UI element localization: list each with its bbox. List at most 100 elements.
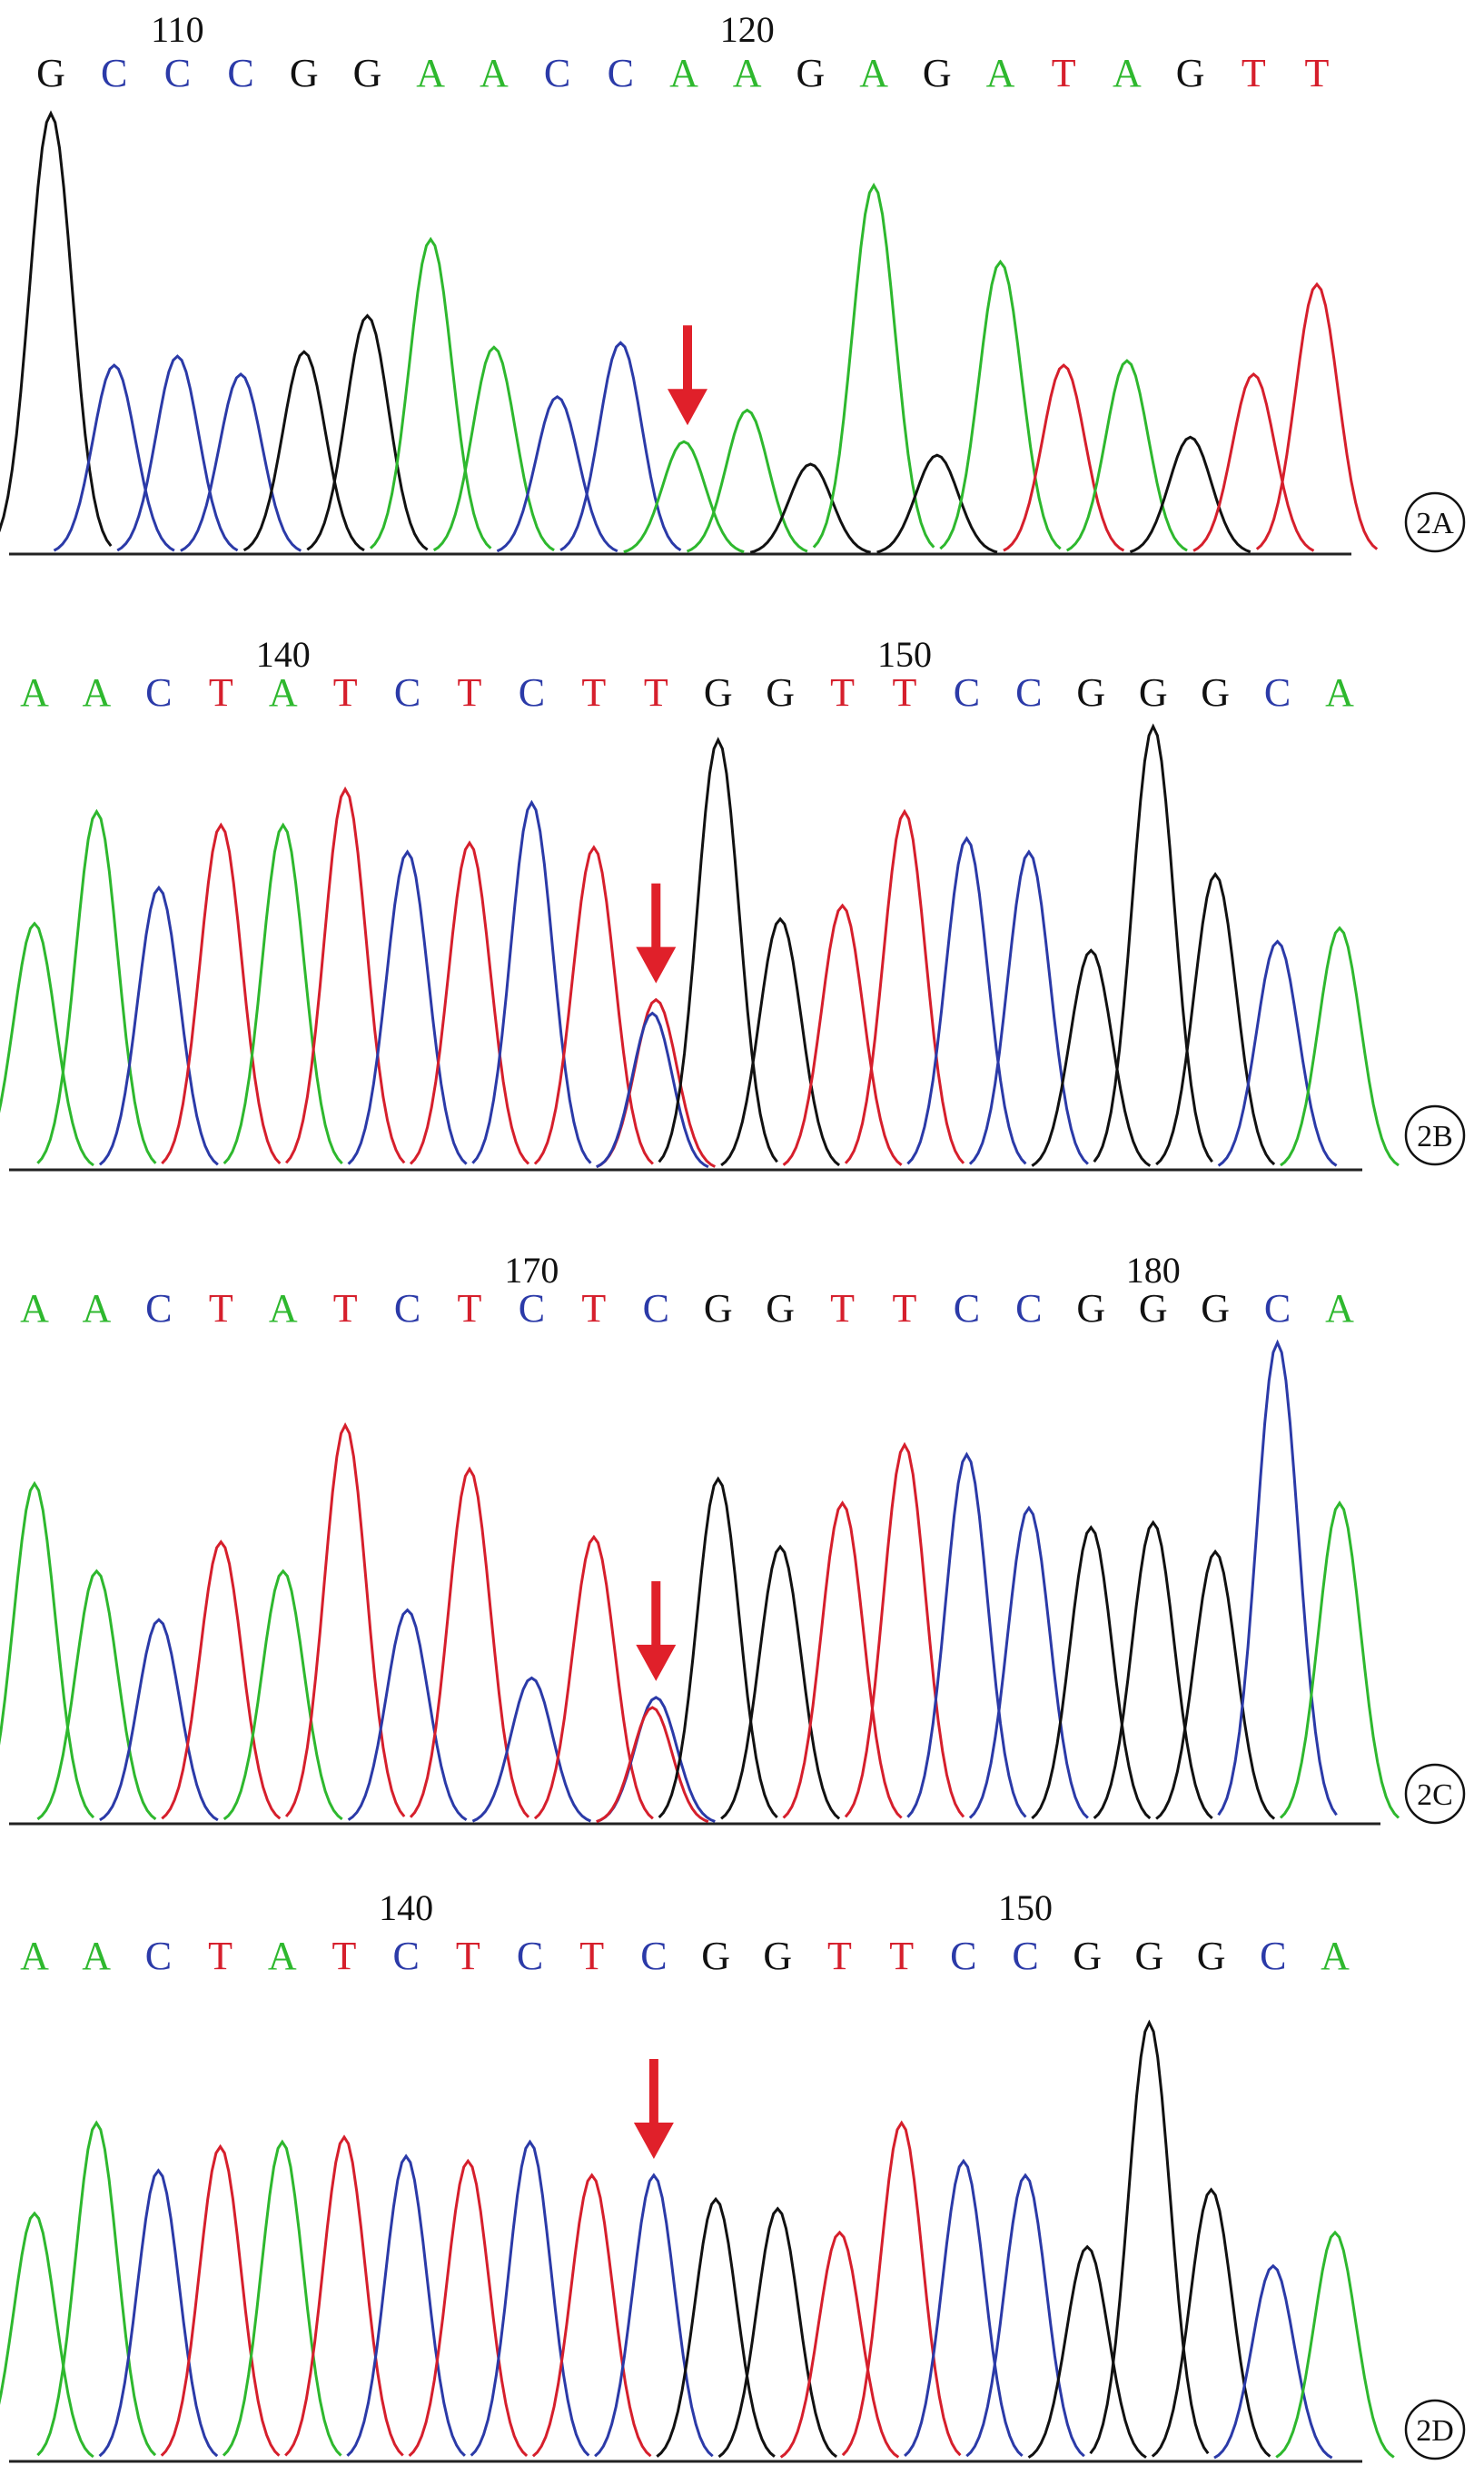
- base-call: C: [227, 51, 253, 95]
- position-number: 150: [998, 1887, 1053, 1928]
- base-call: T: [644, 670, 668, 715]
- base-call: A: [669, 51, 698, 95]
- base-call: T: [456, 1934, 480, 1978]
- base-call: G: [923, 51, 952, 95]
- trace-peak: [471, 799, 592, 1164]
- base-call: C: [164, 51, 191, 95]
- base-call: C: [954, 670, 980, 715]
- base-call: A: [20, 1286, 49, 1331]
- position-number: 170: [504, 1250, 559, 1291]
- trace-peak: [0, 2211, 94, 2459]
- trace-peak: [749, 462, 871, 554]
- base-call: A: [268, 1934, 297, 1978]
- base-call: C: [640, 1934, 667, 1978]
- trace-peak: [1093, 1520, 1213, 1819]
- trace-peak: [1129, 435, 1252, 554]
- trace-peak: [1217, 939, 1338, 1167]
- trace-peak: [1089, 2019, 1210, 2455]
- trace-peak: [533, 845, 654, 1165]
- base-call: C: [145, 1934, 172, 1978]
- trace-peak: [779, 2230, 900, 2459]
- base-call: A: [83, 670, 112, 715]
- trace-peak: [1027, 2244, 1147, 2459]
- base-call: T: [893, 1286, 917, 1331]
- mutation-arrow-icon: [636, 883, 677, 984]
- trace-peak: [1155, 1549, 1276, 1820]
- base-call: T: [579, 1934, 604, 1978]
- trace-peak: [98, 885, 219, 1166]
- base-call: A: [1325, 1286, 1354, 1331]
- trace-peak: [242, 350, 365, 552]
- trace-peak: [222, 2139, 342, 2457]
- trace-peak: [223, 822, 343, 1165]
- base-call: A: [986, 51, 1015, 95]
- trace-peak: [1280, 926, 1400, 1167]
- trace-peak: [1065, 359, 1188, 552]
- base-call: A: [269, 670, 298, 715]
- base-call: G: [1201, 1286, 1230, 1331]
- base-call: C: [145, 1286, 172, 1331]
- trace-peak: [98, 2168, 219, 2458]
- trace-peak: [161, 1539, 282, 1820]
- svg-text:2A: 2A: [1416, 507, 1454, 540]
- trace-peak: [904, 2158, 1024, 2457]
- base-call: T: [827, 1934, 852, 1978]
- trace-peak: [531, 2173, 652, 2458]
- base-call: C: [392, 1934, 419, 1978]
- trace-peak: [284, 786, 406, 1164]
- panel-label: 2A: [1404, 491, 1466, 553]
- base-call: T: [332, 1934, 357, 1978]
- trace-peak-overlap: [596, 1706, 709, 1824]
- trace-peak: [968, 849, 1089, 1165]
- base-call: G: [1135, 1934, 1164, 1978]
- trace-peak: [906, 1451, 1027, 1818]
- base-call: C: [954, 1286, 980, 1331]
- base-call: T: [1305, 51, 1330, 95]
- base-call: C: [1264, 670, 1291, 715]
- panel-label: 2B: [1404, 1104, 1466, 1166]
- panel-label: 2D: [1404, 2399, 1466, 2460]
- trace-peak: [1255, 282, 1379, 550]
- trace-peak: [841, 2120, 962, 2457]
- base-call: T: [458, 670, 482, 715]
- base-call: C: [394, 1286, 420, 1331]
- trace-peak: [409, 1466, 530, 1818]
- base-call: C: [101, 51, 127, 95]
- trace-peak: [116, 354, 239, 552]
- trace-peak: [658, 737, 778, 1163]
- svg-text:2C: 2C: [1417, 1778, 1453, 1812]
- base-call: G: [704, 670, 733, 715]
- position-number: 110: [151, 9, 204, 50]
- trace-peak: [1151, 2187, 1271, 2458]
- base-call: A: [82, 1934, 111, 1978]
- trace-peak: [53, 363, 175, 552]
- base-call: G: [1176, 51, 1205, 95]
- base-call: T: [830, 1286, 855, 1331]
- base-call: G: [1076, 670, 1105, 715]
- trace-peak: [686, 408, 808, 553]
- base-call: C: [950, 1934, 976, 1978]
- base-call: G: [796, 51, 826, 95]
- base-call: A: [733, 51, 762, 95]
- base-call: C: [519, 1286, 545, 1331]
- trace-peak: [471, 1676, 592, 1823]
- trace-peak: [284, 1422, 406, 1817]
- trace-peak: [782, 1500, 903, 1819]
- trace-peak: [36, 808, 157, 1164]
- mutation-arrow-icon: [636, 1580, 677, 1681]
- trace-peak: [1093, 723, 1213, 1163]
- trace-peak: [939, 259, 1062, 550]
- trace-peak: [306, 313, 429, 551]
- trace-peak: [180, 372, 302, 552]
- base-call: C: [1015, 1286, 1042, 1331]
- base-call: A: [1113, 51, 1142, 95]
- base-call: C: [394, 670, 420, 715]
- base-call: C: [517, 1934, 543, 1978]
- trace-peak: [844, 808, 965, 1164]
- mutation-arrow-icon: [668, 325, 707, 426]
- base-call: G: [701, 1934, 730, 1978]
- base-call: G: [1076, 1286, 1105, 1331]
